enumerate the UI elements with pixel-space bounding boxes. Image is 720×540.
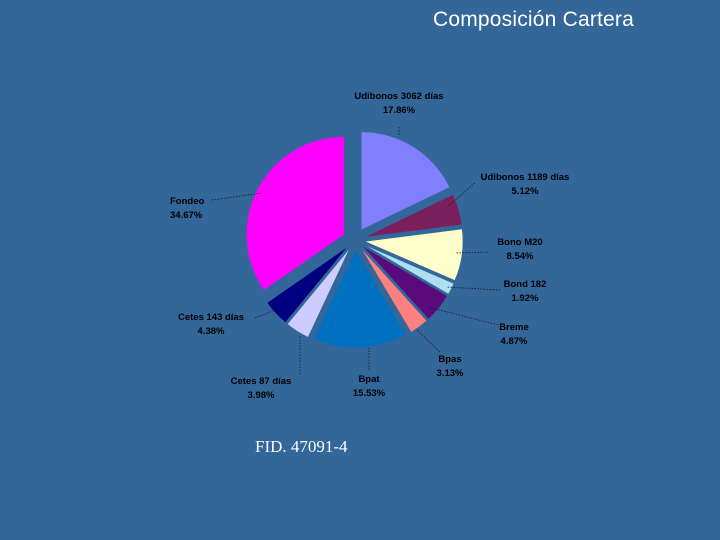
slice-value-label: 3.13% (437, 368, 464, 379)
pie-slice-bono-m20 (363, 228, 464, 281)
leader-lines (211, 127, 501, 374)
slice-name-label: Fondeo (170, 196, 204, 207)
footer-id: FID. 47091-4 (255, 437, 348, 456)
leader-line-bono-m20 (454, 251, 489, 254)
leader-line-fondeo (211, 192, 263, 201)
slice-name-label: Bono M20 (497, 237, 542, 248)
slice-value-label: 34.67% (170, 210, 203, 221)
leader-line-cetes-143-dias (254, 307, 281, 319)
leader-line-bpas (415, 328, 441, 353)
slice-value-label: 15.53% (353, 388, 386, 399)
leader-line-udibonos-1189-dias (447, 182, 476, 207)
slice-value-label: 4.87% (501, 336, 528, 347)
slice-value-label: 1.92% (512, 293, 539, 304)
pie-slice-udibonos-1189-dias (364, 194, 463, 238)
pie-slice-fondeo (246, 136, 345, 291)
pie-slice-udibonos-3062-dias (361, 131, 451, 231)
slice-name-label: Udibonos 3062 días (354, 91, 443, 102)
slice-value-label: 17.86% (383, 105, 416, 116)
slice-value-label: 8.54% (507, 251, 534, 262)
slice-value-label: 4.38% (198, 326, 225, 337)
pie-slices (246, 131, 464, 349)
pie-slice-bond-182 (363, 244, 455, 295)
slice-name-label: Udibonos 1189 días (481, 172, 570, 183)
slice-name-label: Bpat (358, 374, 380, 385)
pie-slice-cetes-87-dias (287, 248, 350, 338)
slice-name-label: Bpas (438, 354, 461, 365)
slice-name-label: Cetes 143 días (178, 312, 244, 323)
slice-name-label: Breme (499, 322, 529, 333)
pie-slice-bpas (360, 247, 427, 333)
slice-value-label: 5.12% (512, 186, 539, 197)
pie-slice-breme (362, 246, 448, 320)
slice-labels: Udibonos 3062 días 17.86% Udibonos 1189 dí… (170, 91, 569, 401)
leader-line-bond-182 (445, 286, 501, 291)
slice-value-label: 3.98% (248, 390, 275, 401)
slice-name-label: Cetes 87 días (231, 376, 292, 387)
pie-slice-cetes-143-dias (266, 246, 348, 323)
slice-name-label: Bond 182 (504, 279, 547, 290)
pie-slice-bpat (313, 249, 407, 349)
slide-title: Composición Cartera (432, 8, 634, 31)
leader-line-breme (427, 306, 499, 326)
